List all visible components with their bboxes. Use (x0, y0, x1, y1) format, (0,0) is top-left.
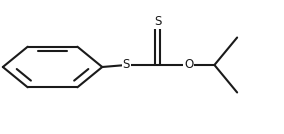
Text: S: S (123, 58, 130, 72)
Text: S: S (154, 15, 161, 28)
Text: O: O (184, 58, 193, 72)
